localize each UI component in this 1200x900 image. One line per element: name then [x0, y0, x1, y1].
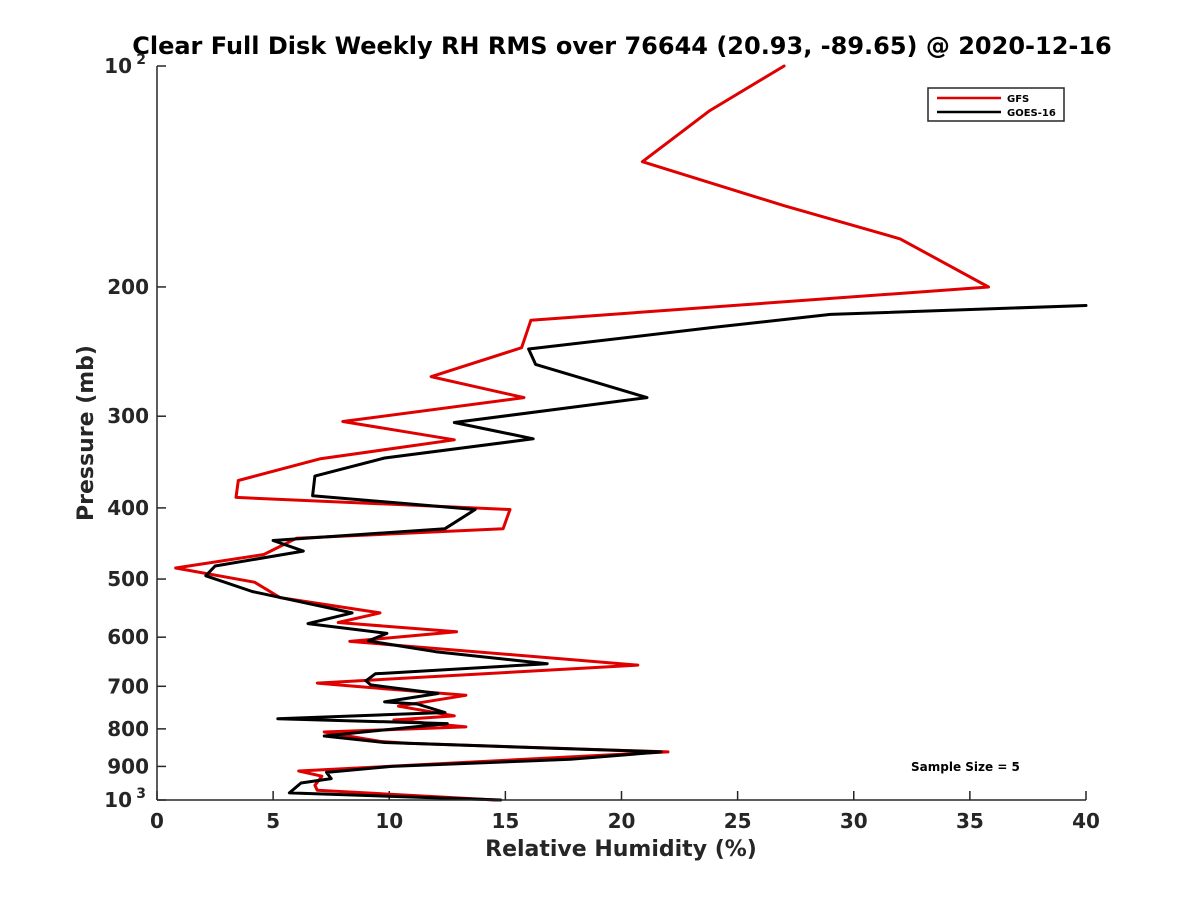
chart-title: Clear Full Disk Weekly RH RMS over 76644… — [132, 32, 1112, 60]
series-line-gfs — [174, 64, 990, 802]
y-tick-label: 700 — [107, 674, 149, 698]
y-tick-label: 10 — [104, 788, 132, 812]
y-tick-label: 500 — [107, 567, 149, 591]
x-axis-ticks: 0 5 10 15 20 25 30 35 40 — [150, 791, 1100, 833]
x-tick-label: 0 — [150, 809, 164, 833]
x-tick-label: 10 — [375, 809, 403, 833]
x-tick-label: 30 — [840, 809, 868, 833]
y-tick-label: 10 — [104, 54, 132, 78]
x-tick-label: 5 — [266, 809, 280, 833]
axes — [156, 66, 1086, 801]
x-tick-label: 40 — [1072, 809, 1100, 833]
series-line-goes16 — [204, 304, 1088, 802]
legend-label-goes16: GOES-16 — [1007, 108, 1056, 119]
y-tick-label: 600 — [107, 625, 149, 649]
y-tick-label: 900 — [107, 754, 149, 778]
y-tick-label: 200 — [107, 275, 149, 299]
y-tick-exponent: 2 — [136, 52, 146, 68]
y-tick-label: 400 — [107, 496, 149, 520]
legend-box — [927, 87, 1065, 122]
legend: GFS GOES-16 — [927, 87, 1065, 122]
y-axis-label: Pressure (mb) — [74, 345, 99, 521]
x-tick-label: 15 — [491, 809, 519, 833]
x-tick-label: 35 — [956, 809, 984, 833]
x-tick-label: 20 — [608, 809, 636, 833]
sample-size-annotation: Sample Size = 5 — [911, 760, 1020, 774]
y-tick-exponent: 3 — [136, 786, 146, 802]
series-layer — [174, 64, 1088, 802]
y-tick-label: 300 — [107, 404, 149, 428]
legend-label-gfs: GFS — [1007, 94, 1029, 105]
x-tick-label: 25 — [724, 809, 752, 833]
x-axis-label: Relative Humidity (%) — [485, 837, 757, 862]
y-tick-label: 800 — [107, 717, 149, 741]
